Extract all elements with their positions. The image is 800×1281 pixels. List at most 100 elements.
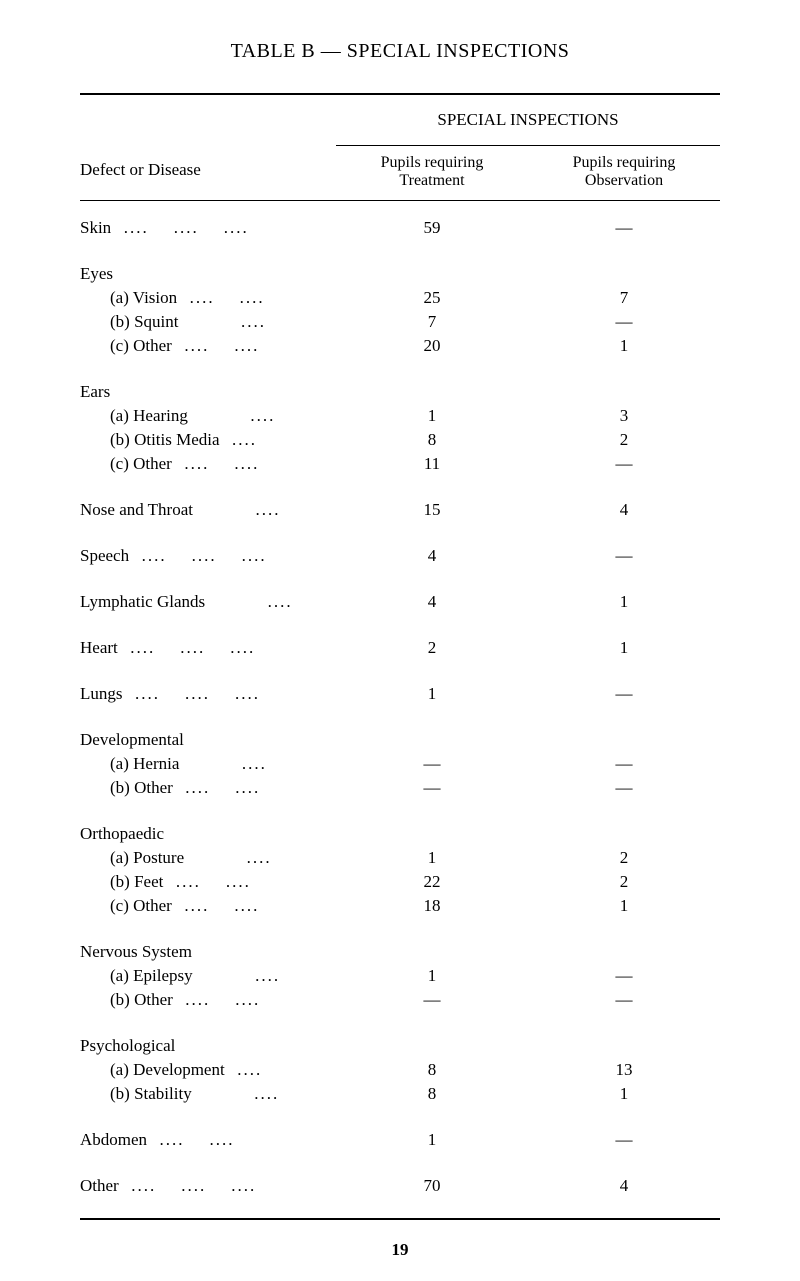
observation-value: 2 [528, 846, 720, 870]
table-row: Skin .... .... ....59— [80, 216, 720, 240]
row-label: (b) Otitis Media .... [80, 428, 336, 452]
spacer [80, 1152, 720, 1174]
table-row: Heart .... .... ....21 [80, 636, 720, 660]
spacer [80, 240, 720, 262]
table-row: (a) Hernia ....—— [80, 752, 720, 776]
treatment-value: 1 [336, 404, 528, 428]
observation-value: — [528, 776, 720, 800]
header-rule [80, 200, 720, 201]
sub-rule [336, 145, 720, 146]
row-label: (a) Vision .... .... [80, 286, 336, 310]
col1-header: Pupils requiring Treatment [336, 154, 528, 190]
treatment-value: 25 [336, 286, 528, 310]
treatment-value: 1 [336, 682, 528, 706]
treatment-value: 8 [336, 1058, 528, 1082]
observation-value: — [528, 988, 720, 1012]
table-row: Lymphatic Glands ....41 [80, 590, 720, 614]
table-row: Developmental [80, 728, 720, 752]
table-row [80, 1152, 720, 1174]
treatment-value: 8 [336, 428, 528, 452]
table-row: Abdomen .... ....1— [80, 1128, 720, 1152]
row-label: (a) Development .... [80, 1058, 336, 1082]
table-row [80, 240, 720, 262]
treatment-value [336, 380, 528, 404]
row-label: Other .... .... .... [80, 1174, 336, 1198]
observation-value: 7 [528, 286, 720, 310]
spacer [80, 568, 720, 590]
treatment-value: 4 [336, 544, 528, 568]
observation-value: 13 [528, 1058, 720, 1082]
observation-value: 4 [528, 498, 720, 522]
row-label: Lymphatic Glands .... [80, 590, 336, 614]
row-label: Abdomen .... .... [80, 1128, 336, 1152]
row-label: Developmental [80, 728, 336, 752]
table-row: Speech .... .... ....4— [80, 544, 720, 568]
table-row: Ears [80, 380, 720, 404]
table-row: (a) Epilepsy ....1— [80, 964, 720, 988]
table-row [80, 522, 720, 544]
table-row [80, 358, 720, 380]
table-title: TABLE B — SPECIAL INSPECTIONS [80, 40, 720, 63]
data-table: Skin .... .... ....59—Eyes(a) Vision ...… [80, 216, 720, 1198]
observation-value: 1 [528, 590, 720, 614]
spacer [80, 706, 720, 728]
treatment-value [336, 262, 528, 286]
row-label: (a) Hearing .... [80, 404, 336, 428]
row-label: Heart .... .... .... [80, 636, 336, 660]
treatment-value: 11 [336, 452, 528, 476]
treatment-value: 20 [336, 334, 528, 358]
top-rule [80, 93, 720, 95]
table-row [80, 660, 720, 682]
table-row: Orthopaedic [80, 822, 720, 846]
table-row: Nervous System [80, 940, 720, 964]
table-row: (a) Vision .... ....257 [80, 286, 720, 310]
treatment-value [336, 728, 528, 752]
defect-header: Defect or Disease [80, 110, 336, 180]
row-label: (b) Feet .... .... [80, 870, 336, 894]
treatment-value: 1 [336, 1128, 528, 1152]
row-label: Psychological [80, 1034, 336, 1058]
header-section: Defect or Disease SPECIAL INSPECTIONS Pu… [80, 110, 720, 190]
table-row: (c) Other .... ....201 [80, 334, 720, 358]
treatment-value: 22 [336, 870, 528, 894]
observation-value [528, 380, 720, 404]
row-label: (b) Other .... .... [80, 776, 336, 800]
observation-value: 1 [528, 334, 720, 358]
spacer [80, 522, 720, 544]
table-row: (a) Hearing ....13 [80, 404, 720, 428]
observation-value: 2 [528, 870, 720, 894]
spacer [80, 476, 720, 498]
treatment-value: 59 [336, 216, 528, 240]
treatment-value: 7 [336, 310, 528, 334]
observation-value: — [528, 964, 720, 988]
observation-value: 1 [528, 636, 720, 660]
table-row: Nose and Throat ....154 [80, 498, 720, 522]
row-label: Skin .... .... .... [80, 216, 336, 240]
table-row [80, 800, 720, 822]
col2-header: Pupils requiring Observation [528, 154, 720, 190]
table-row: (b) Feet .... ....222 [80, 870, 720, 894]
table-row [80, 706, 720, 728]
row-label: (a) Epilepsy .... [80, 964, 336, 988]
treatment-value: 8 [336, 1082, 528, 1106]
treatment-value: — [336, 988, 528, 1012]
spacer [80, 358, 720, 380]
treatment-value: — [336, 776, 528, 800]
table-row: (b) Otitis Media ....82 [80, 428, 720, 452]
table-row: (b) Other .... ....—— [80, 988, 720, 1012]
table-row: Other .... .... ....704 [80, 1174, 720, 1198]
spacer [80, 918, 720, 940]
treatment-value [336, 940, 528, 964]
observation-value: — [528, 544, 720, 568]
table-row: (b) Squint ....7— [80, 310, 720, 334]
page-number: 19 [80, 1240, 720, 1260]
observation-value [528, 262, 720, 286]
row-label: (a) Posture .... [80, 846, 336, 870]
table-row: Lungs .... .... ....1— [80, 682, 720, 706]
super-header: SPECIAL INSPECTIONS [336, 110, 720, 130]
row-label: (c) Other .... .... [80, 452, 336, 476]
row-label: Nervous System [80, 940, 336, 964]
row-label: Lungs .... .... .... [80, 682, 336, 706]
observation-value [528, 940, 720, 964]
observation-value [528, 728, 720, 752]
